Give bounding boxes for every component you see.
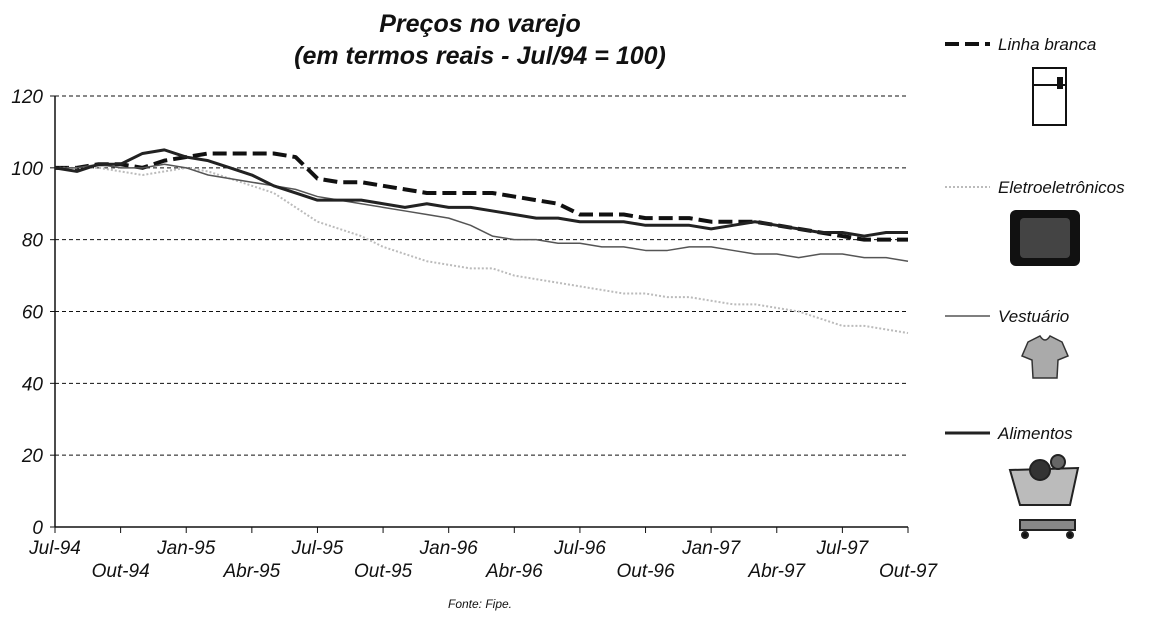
x-tick-label: Abr-97: [747, 561, 806, 582]
icon-tv: [1010, 210, 1080, 266]
y-tick-label: 60: [22, 303, 44, 324]
y-tick-label: 40: [22, 374, 44, 395]
series-line: [55, 163, 909, 262]
x-tick-label: Out-96: [616, 561, 675, 582]
icon-fridge: [1032, 67, 1067, 126]
x-tick-label: Jan-95: [156, 538, 216, 559]
icon-cart: [1008, 454, 1080, 539]
x-tick-label: Jul-95: [291, 538, 344, 559]
y-tick-label: 100: [11, 159, 43, 180]
x-tick-label: Jan-97: [681, 538, 742, 559]
y-tick-label: 80: [22, 231, 44, 252]
x-tick-label: Abr-95: [223, 561, 281, 582]
source: Fonte: Fipe.: [448, 597, 512, 611]
y-tick-label: 120: [11, 87, 43, 108]
series-line: [55, 166, 909, 335]
icon-shirt: [1021, 335, 1069, 379]
x-tick-label: Out-94: [92, 561, 150, 582]
x-tick-label: Jul-97: [816, 538, 870, 559]
x-tick-label: Out-97: [879, 561, 939, 582]
x-tick-label: Out-95: [354, 561, 413, 582]
legend-label: Linha branca: [998, 35, 1096, 54]
y-tick-label: 0: [32, 518, 43, 539]
chart-subtitle: (em termos reais - Jul/94 = 100): [294, 42, 666, 70]
x-tick-label: Jul-96: [553, 538, 606, 559]
legend-label: Vestuário: [998, 307, 1069, 326]
x-tick-label: Jul-94: [28, 538, 81, 559]
x-tick-label: Jan-96: [419, 538, 479, 559]
y-tick-label: 20: [21, 446, 44, 467]
chart-title: Preços no varejo: [379, 10, 580, 38]
legend-label: Alimentos: [997, 424, 1073, 443]
legend-label: Eletroeletrônicos: [998, 178, 1125, 197]
series-line: [54, 148, 908, 238]
x-tick-label: Abr-96: [485, 561, 543, 582]
